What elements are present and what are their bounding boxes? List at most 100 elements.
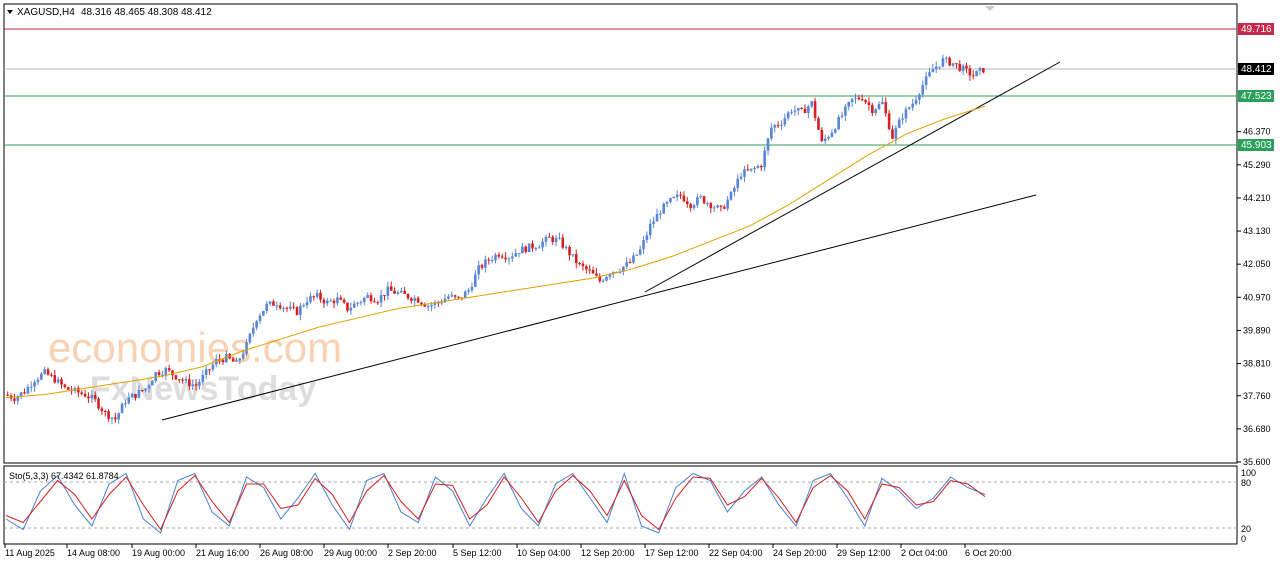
candle-body [268, 301, 272, 304]
candle-body [171, 370, 174, 376]
candle-body [921, 84, 925, 95]
candle-body [362, 297, 366, 302]
watermark-economies: economies.com [48, 324, 342, 371]
candle-body [756, 166, 760, 168]
candle-body [26, 386, 30, 394]
candle-body [908, 107, 911, 109]
candle-body [521, 246, 524, 254]
candle-body [911, 103, 914, 108]
candle-body [948, 57, 951, 66]
candle-body [753, 167, 756, 169]
candle-body [659, 213, 662, 215]
trendline-upper[interactable] [644, 61, 1061, 293]
candle-body [147, 385, 151, 389]
candle-body [934, 66, 938, 70]
y-tick-label: 46.370 [1243, 127, 1271, 137]
x-tick-label: 14 Aug 08:00 [67, 548, 120, 558]
support1-price-box [1238, 90, 1274, 102]
candle-body [352, 303, 356, 308]
candle-body [833, 129, 837, 133]
candle-body [238, 358, 242, 361]
candle-body [578, 263, 581, 265]
candle-body [773, 125, 777, 128]
candle-body [285, 307, 289, 309]
candle-body [770, 127, 773, 139]
candle-body [803, 108, 807, 113]
scroll-marker-icon[interactable] [985, 6, 995, 11]
candle-body [712, 207, 716, 209]
candle-body [383, 295, 386, 297]
stoch-level-100-label: 100 [1241, 468, 1256, 478]
candle-body [790, 111, 793, 113]
candle-body [480, 265, 484, 268]
candle-body [689, 204, 692, 209]
candle-body [188, 379, 191, 387]
candle-body [420, 302, 423, 305]
candle-body [733, 187, 736, 192]
candle-body [531, 243, 534, 249]
candle-body [638, 249, 642, 255]
x-tick-label: 6 Oct 20:00 [965, 548, 1012, 558]
candle-body [709, 203, 713, 209]
candle-body [800, 108, 803, 110]
candle-body [527, 243, 531, 253]
candle-body [662, 203, 666, 214]
candle-body [369, 295, 373, 302]
x-tick-label: 29 Aug 00:00 [324, 548, 377, 558]
candle-body [860, 99, 864, 101]
triangle-down-icon[interactable] [7, 10, 13, 14]
candle-body [430, 304, 433, 307]
candle-body [251, 327, 255, 334]
stoch-level-0-label: 0 [1241, 534, 1246, 544]
candle-body [221, 360, 225, 363]
candle-body [924, 76, 928, 85]
candle-body [837, 116, 840, 130]
candle-body [648, 223, 652, 236]
candle-body [494, 254, 497, 261]
x-tick-label: 21 Aug 16:00 [196, 548, 249, 558]
candle-body [507, 258, 511, 260]
candle-body [457, 296, 460, 298]
x-tick-label: 10 Sep 04:00 [517, 548, 571, 558]
candle-body [40, 373, 43, 380]
candle-body [77, 387, 80, 393]
candle-body [272, 301, 275, 306]
candle-body [541, 241, 544, 248]
y-tick-label: 38.810 [1243, 359, 1271, 369]
candle-body [389, 286, 393, 291]
candle-body [722, 206, 726, 209]
candle-body [813, 101, 817, 119]
stoch-label: Sto(5,3,3) 67.4342 61.8784 [9, 471, 119, 481]
candle-body [400, 290, 403, 293]
candle-body [346, 302, 349, 311]
candle-body [322, 299, 326, 304]
candle-body [965, 65, 968, 69]
candle-body [820, 129, 824, 141]
candle-body [447, 296, 450, 299]
candle-body [255, 321, 258, 328]
candle-body [63, 384, 67, 388]
candle-body [151, 380, 154, 386]
trendline-lower[interactable] [161, 194, 1037, 421]
candle-body [396, 292, 400, 294]
candle-body [167, 368, 171, 371]
candle-body [443, 298, 447, 303]
candle-body [181, 379, 184, 381]
candle-body [144, 388, 147, 391]
candle-body [258, 315, 262, 322]
candle-body [739, 176, 743, 179]
y-tick-label: 40.970 [1243, 292, 1271, 302]
candle-body [83, 393, 87, 397]
current-price-box [1238, 63, 1274, 75]
candle-body [127, 397, 131, 404]
x-tick-label: 2 Sep 20:00 [388, 548, 437, 558]
candle-body [901, 118, 904, 120]
candle-body [393, 290, 396, 294]
candle-body [783, 118, 787, 125]
candle-body [564, 247, 568, 249]
candle-body [312, 296, 316, 298]
candle-body [53, 375, 57, 383]
candle-body [881, 102, 884, 104]
candle-body [844, 106, 847, 116]
